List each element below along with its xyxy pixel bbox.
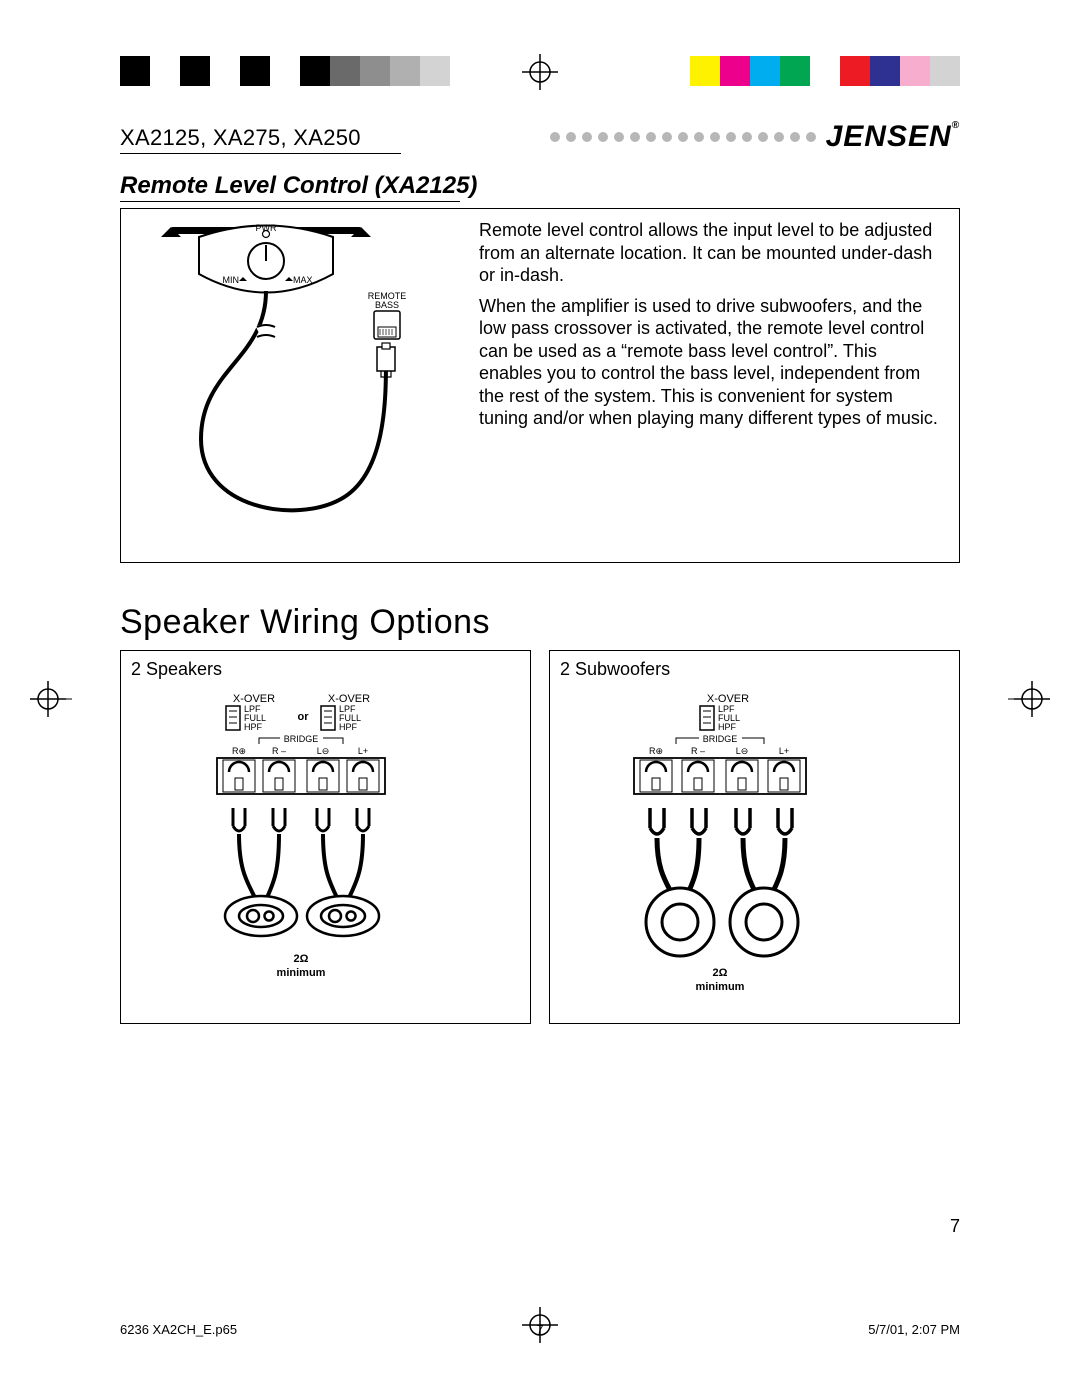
section-title-wiring: Speaker Wiring Options <box>120 603 960 642</box>
speakers-title: 2 Speakers <box>131 659 520 680</box>
svg-text:L⊖: L⊖ <box>317 746 330 756</box>
print-footer: 6236 XA2CH_E.p65 7 5/7/01, 2:07 PM <box>120 1322 960 1337</box>
remote-diagram: PWR MIN MAX REMOTE BASS <box>131 219 461 544</box>
svg-text:2Ω: 2Ω <box>713 967 728 979</box>
wiring-2-subwoofers: 2 Subwoofers X-OVER LPF FULL HPF BRIDGE … <box>549 650 960 1024</box>
crop-mark <box>52 698 72 699</box>
svg-text:HPF: HPF <box>718 722 737 732</box>
svg-text:PWR: PWR <box>256 223 277 233</box>
crop-mark <box>1008 698 1028 699</box>
svg-text:MIN: MIN <box>223 275 240 285</box>
svg-text:minimum: minimum <box>696 981 745 993</box>
svg-text:L⊖: L⊖ <box>736 746 749 756</box>
svg-text:or: or <box>298 711 310 723</box>
footer-page: 7 <box>536 1322 543 1337</box>
svg-text:R⊕: R⊕ <box>649 746 663 756</box>
svg-text:BRIDGE: BRIDGE <box>284 734 319 744</box>
footer-timestamp: 5/7/01, 2:07 PM <box>868 1322 960 1337</box>
model-numbers: XA2125, XA275, XA250 <box>120 125 401 154</box>
speakers-diagram: X-OVER LPF FULL HPF or X-OVER LPF FULL H… <box>131 684 511 1004</box>
svg-text:BRIDGE: BRIDGE <box>703 734 738 744</box>
svg-text:2Ω: 2Ω <box>294 953 309 965</box>
remote-description: Remote level control allows the input le… <box>479 219 943 544</box>
svg-text:HPF: HPF <box>244 722 263 732</box>
svg-text:R⊕: R⊕ <box>232 746 246 756</box>
svg-text:L+: L+ <box>358 746 368 756</box>
svg-text:HPF: HPF <box>339 722 358 732</box>
svg-text:R –: R – <box>691 746 705 756</box>
page-header: XA2125, XA275, XA250 JENSEN® <box>120 120 960 154</box>
section-title-remote: Remote Level Control (XA2125) <box>120 172 960 200</box>
brand-logo: JENSEN® <box>826 120 960 154</box>
svg-text:BASS: BASS <box>375 300 399 310</box>
remote-para-1: Remote level control allows the input le… <box>479 219 943 287</box>
wiring-2-speakers: 2 Speakers X-OVER LPF FULL HPF or X-OVER… <box>120 650 531 1024</box>
decorative-dots <box>550 132 816 142</box>
section-underline <box>120 201 460 202</box>
svg-text:L+: L+ <box>779 746 789 756</box>
page-number: 7 <box>950 1216 960 1237</box>
subwoofers-diagram: X-OVER LPF FULL HPF BRIDGE R⊕ R – L⊖ L+ <box>560 684 940 1004</box>
subwoofers-title: 2 Subwoofers <box>560 659 949 680</box>
footer-filename: 6236 XA2CH_E.p65 <box>120 1322 237 1337</box>
remote-control-panel: PWR MIN MAX REMOTE BASS <box>120 208 960 563</box>
svg-text:MAX: MAX <box>293 275 313 285</box>
svg-text:R –: R – <box>272 746 286 756</box>
remote-para-2: When the amplifier is used to drive subw… <box>479 295 943 430</box>
svg-text:minimum: minimum <box>277 967 326 979</box>
registration-mark-icon <box>520 52 560 92</box>
